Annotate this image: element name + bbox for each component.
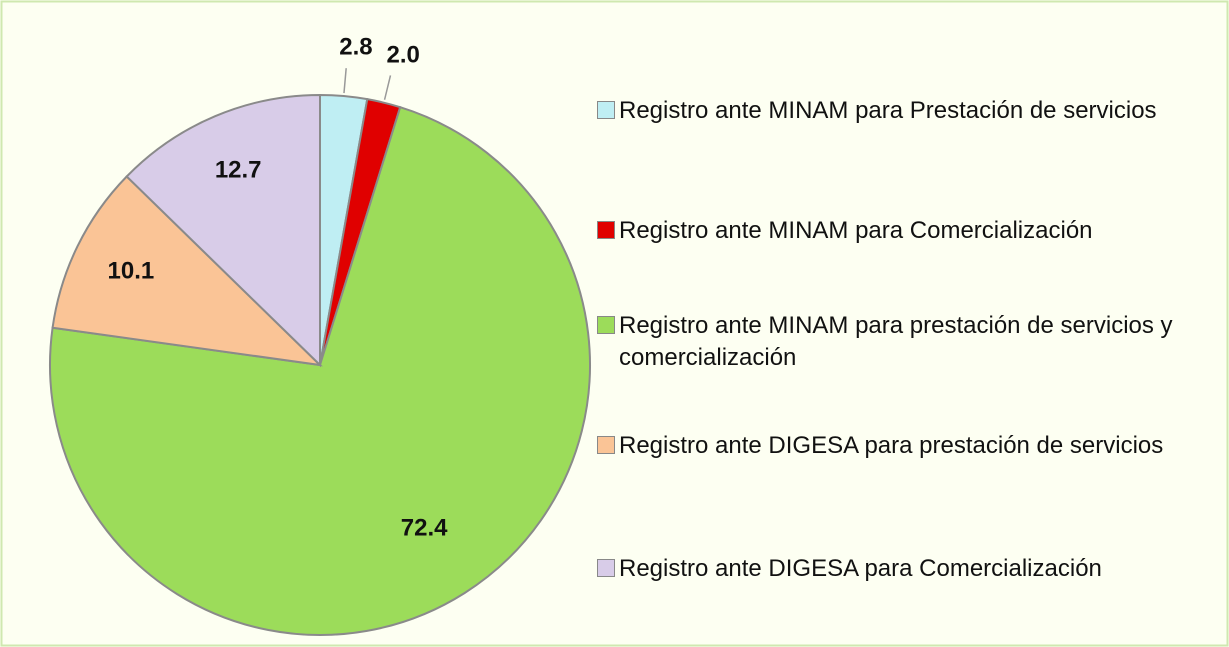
data-label: 72.4 — [401, 514, 448, 541]
pie-slice — [125, 93, 321, 368]
legend-label: Registro ante MINAM para prestación de s… — [619, 312, 1173, 371]
legend-item: Registro ante DIGESA para Comercializaci… — [597, 553, 1227, 585]
leader-line — [343, 68, 347, 94]
legend-item: Registro ante MINAM para Prestación de s… — [597, 95, 1227, 127]
legend-label: Registro ante DIGESA para Comercializaci… — [619, 555, 1102, 582]
pie-slice — [49, 105, 591, 636]
data-label: 2.0 — [387, 41, 420, 68]
pie-slice — [51, 175, 323, 367]
legend-item: Registro ante MINAM para prestación de s… — [597, 310, 1227, 374]
data-label: 12.7 — [215, 156, 262, 183]
legend-label: Registro ante MINAM para Prestación de s… — [619, 97, 1157, 124]
legend-label: Registro ante DIGESA para prestación de … — [619, 432, 1164, 459]
leader-line — [383, 75, 392, 100]
legend-swatch — [597, 316, 615, 334]
data-label: 2.8 — [339, 34, 372, 61]
data-label: 10.1 — [108, 258, 155, 285]
legend-label: Registro ante MINAM para Comercializació… — [619, 217, 1093, 244]
legend-item: Registro ante DIGESA para prestación de … — [597, 430, 1227, 462]
legend-swatch — [597, 101, 615, 119]
legend-swatch — [597, 559, 615, 577]
legend-item: Registro ante MINAM para Comercializació… — [597, 215, 1227, 247]
legend-swatch — [597, 436, 615, 454]
legend-swatch — [597, 221, 615, 239]
